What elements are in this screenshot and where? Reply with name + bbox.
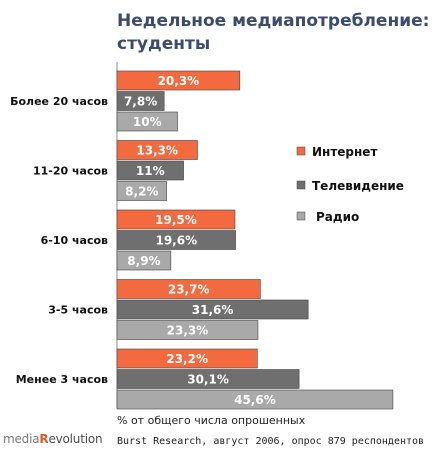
data-label: 11% [136, 164, 165, 178]
data-label: 20,3% [158, 74, 200, 88]
bar-internet [116, 140, 198, 160]
bar-tv [116, 369, 300, 389]
bar-radio [116, 320, 259, 340]
legend-label-radio: Радио [316, 210, 359, 224]
data-label: 8,9% [127, 254, 160, 268]
bar-internet [116, 209, 236, 230]
logo-part1: media [3, 432, 40, 446]
bar-internet [116, 348, 258, 369]
logo-part3: evolution [48, 432, 103, 446]
data-label: 8,2% [125, 185, 158, 199]
bar-tv [116, 160, 184, 181]
bar-internet [116, 70, 241, 91]
data-label: 13,3% [136, 144, 178, 158]
data-label: 19,6% [155, 234, 197, 248]
category-label: 11-20 часов [33, 165, 108, 178]
bar-internet [116, 279, 261, 299]
legend-label-tv: Телевидение [312, 179, 404, 193]
data-label: 23,2% [166, 352, 208, 366]
category-label: 3-5 часов [48, 304, 108, 317]
data-label: 45,6% [234, 393, 276, 407]
logo: mediaRevolution [3, 432, 103, 446]
chart-title-line2: студенты [117, 34, 211, 54]
category-label: 6-10 часов [41, 234, 108, 247]
data-label: 10% [133, 115, 162, 129]
bar-radio [116, 111, 178, 132]
data-label: 23,3% [167, 324, 209, 338]
logo-part2: R [39, 432, 49, 446]
legend-label-internet: Интернет [312, 145, 377, 159]
legend-swatch-tv [296, 180, 306, 190]
legend-swatch-internet [296, 146, 306, 156]
data-label: 31,6% [192, 303, 234, 317]
bar-radio [116, 389, 394, 410]
data-label: 23,7% [168, 283, 210, 297]
axis-note: % от общего числа опрошенных [117, 414, 306, 427]
chart-title-line1: Недельное медиапотребление: [117, 11, 430, 31]
legend-swatch-radio [296, 211, 306, 221]
bar-tv [116, 299, 309, 320]
source-note: Burst Research, август 2006, опрос 879 р… [117, 436, 425, 447]
data-label: 7,8% [124, 95, 157, 109]
bar-radio [116, 250, 172, 271]
bar-radio [116, 181, 167, 201]
category-label: Более 20 часов [10, 95, 108, 108]
bar-tv [116, 230, 236, 250]
bar-tv [116, 91, 165, 111]
category-label: Менее 3 часов [16, 373, 108, 386]
data-label: 19,5% [155, 213, 197, 227]
chart-title: Недельное медиапотребление: студенты [117, 10, 429, 56]
data-label: 30,1% [187, 373, 229, 387]
